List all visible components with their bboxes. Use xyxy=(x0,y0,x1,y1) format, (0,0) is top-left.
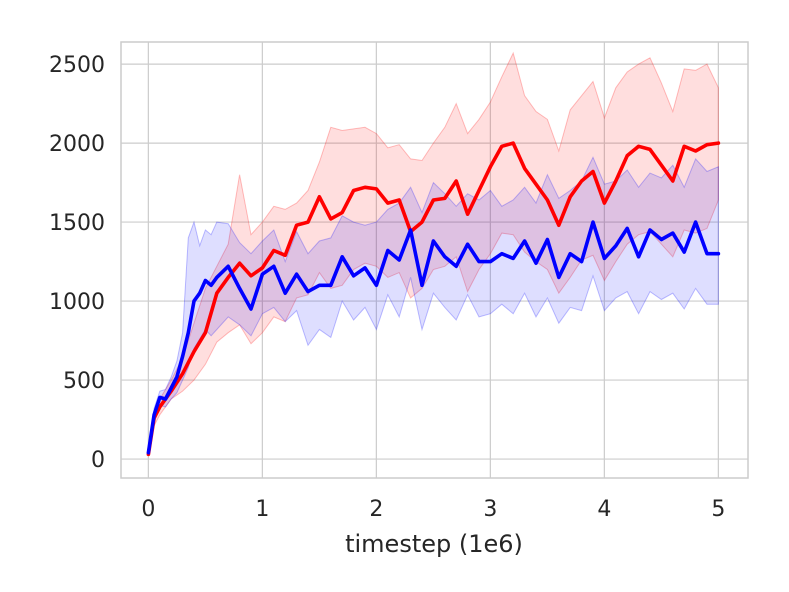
x-axis-label: timestep (1e6) xyxy=(345,530,523,558)
y-tick-label: 1500 xyxy=(49,211,105,236)
y-tick-label: 2500 xyxy=(49,53,105,78)
x-tick-label: 3 xyxy=(483,497,497,522)
x-tick-label: 4 xyxy=(597,497,611,522)
x-tick-labels: 0 1 2 3 4 5 xyxy=(141,497,725,522)
x-tick-label: 1 xyxy=(255,497,269,522)
series-line-1 xyxy=(146,141,721,457)
x-tick-label: 5 xyxy=(711,497,725,522)
y-tick-label: 2000 xyxy=(49,132,105,157)
series-lines xyxy=(146,141,721,457)
y-tick-label: 1000 xyxy=(49,290,105,315)
confidence-bands xyxy=(147,51,719,456)
grid-lines xyxy=(121,42,748,478)
y-tick-label: 500 xyxy=(63,369,105,394)
x-tick-label: 0 xyxy=(141,497,155,522)
series-line-2 xyxy=(146,220,721,455)
plot-background xyxy=(121,42,748,478)
y-tick-label: 0 xyxy=(91,448,105,473)
series-band-2 xyxy=(147,156,719,456)
x-tick-label: 2 xyxy=(369,497,383,522)
series-band-1 xyxy=(147,51,719,456)
y-tick-labels: 0 500 1000 1500 2000 2500 xyxy=(49,53,105,473)
plot-frame xyxy=(120,41,749,479)
